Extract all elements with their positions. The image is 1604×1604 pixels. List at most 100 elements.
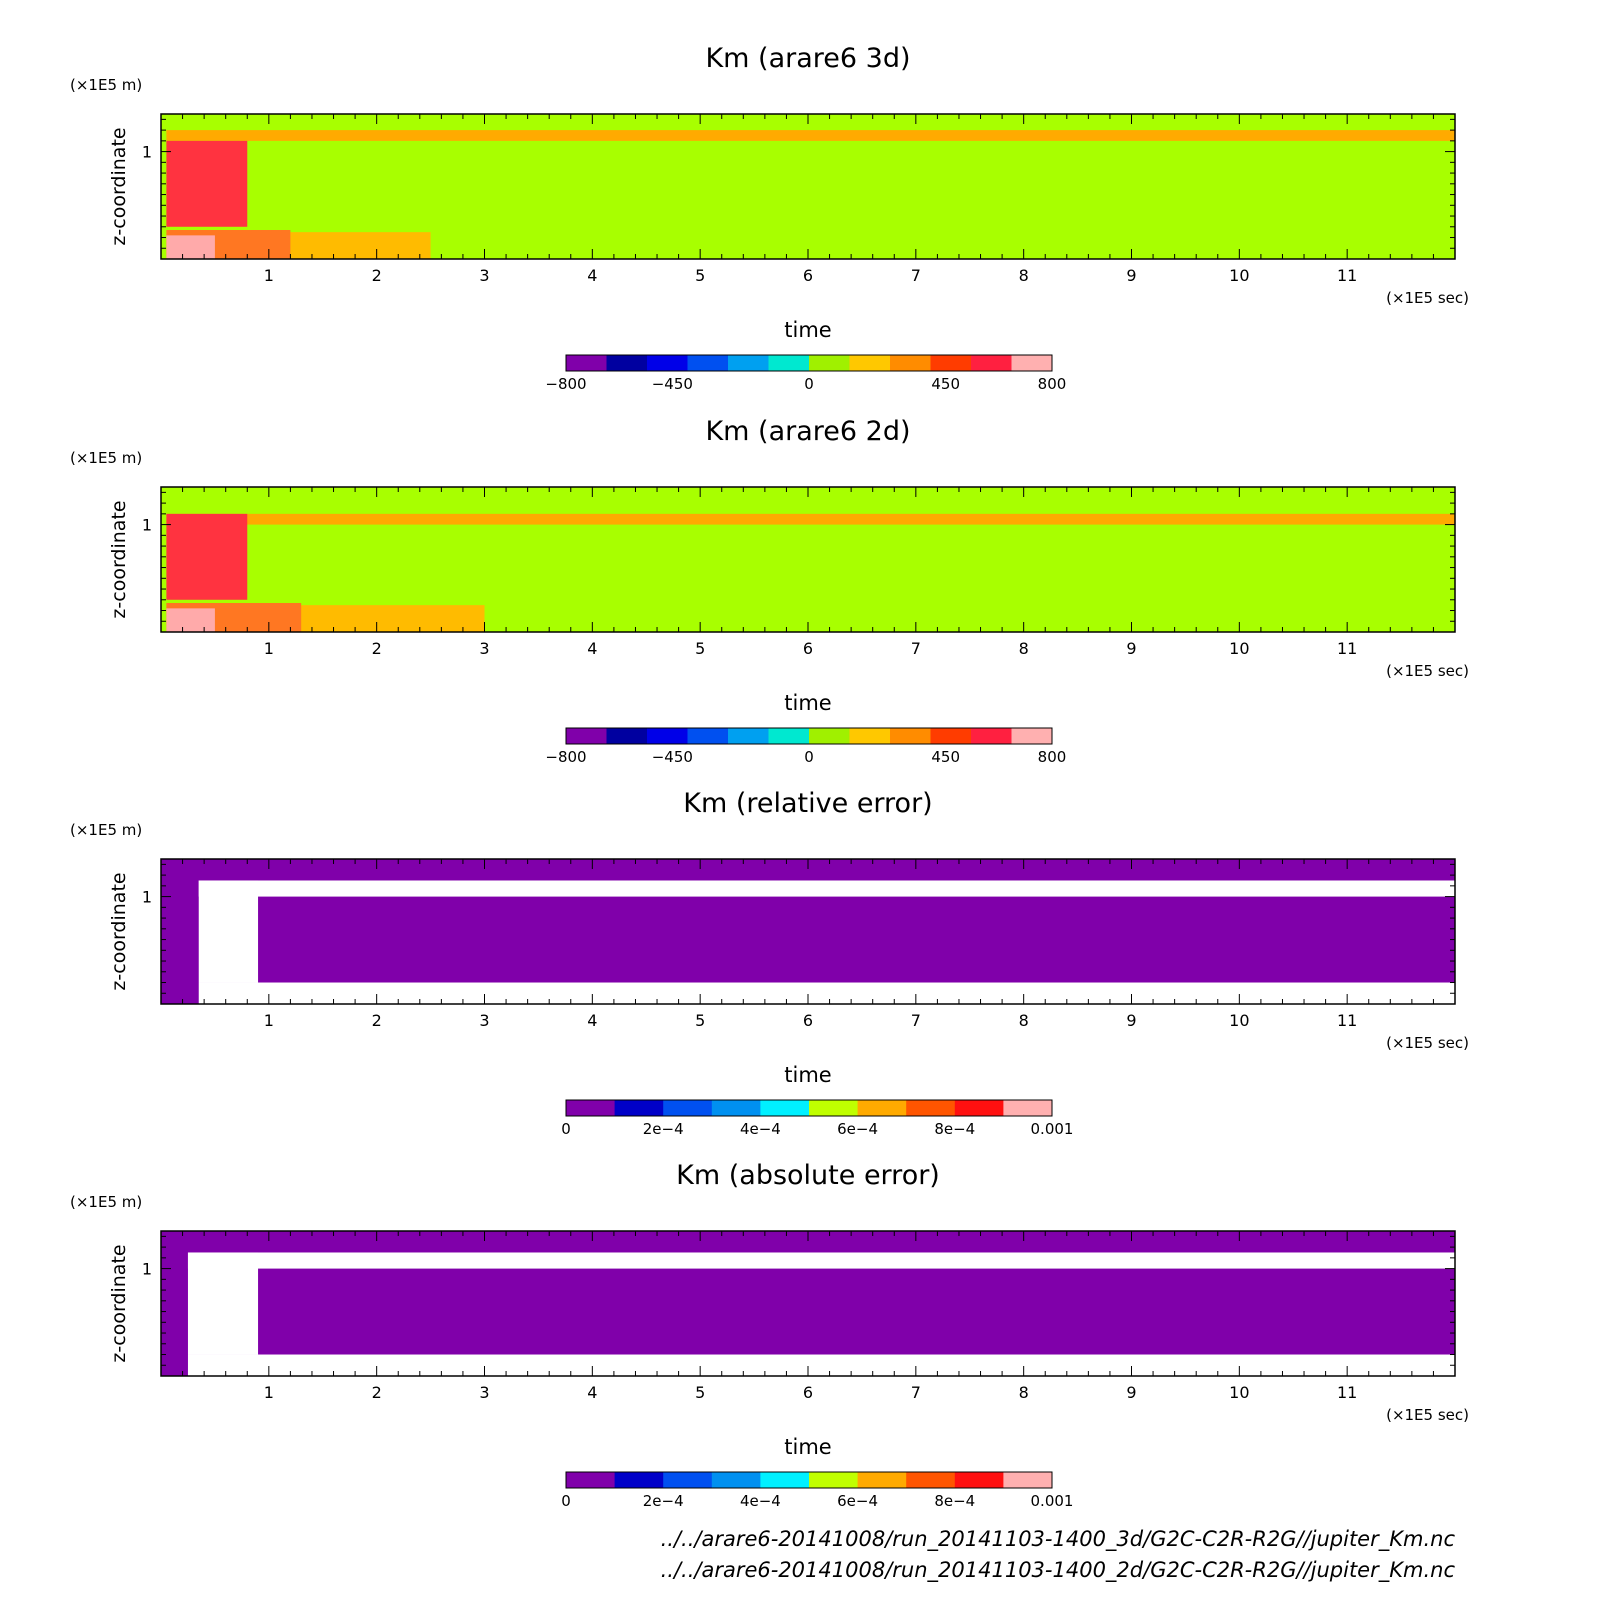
- colorbar-swatch: [647, 728, 688, 744]
- x-tick-label: 6: [803, 1011, 813, 1030]
- colorbar-swatch: [663, 1100, 713, 1116]
- x-tick-label: 8: [1019, 1383, 1029, 1402]
- colorbar-tick-label: 0.001: [1031, 1492, 1074, 1510]
- x-tick-label: 9: [1126, 1011, 1136, 1030]
- colorbar-swatch: [606, 355, 648, 371]
- chart-panel-3: Km (relative error) (×1E5 m) z-coordinate 1…: [70, 788, 1469, 1138]
- x-tick-label: 4: [587, 639, 597, 658]
- colorbar-swatch: [1003, 1100, 1053, 1116]
- colorbar-swatch: [930, 728, 972, 744]
- colorbar-tick-label: 800: [1038, 375, 1067, 393]
- y-unit-label: (×1E5 m): [70, 1193, 142, 1211]
- x-tick-label: 10: [1229, 266, 1249, 285]
- colorbar-tick-label: 6e−4: [837, 1492, 878, 1510]
- x-tick-label: 6: [803, 266, 813, 285]
- colorbar-tick-label: 0.001: [1031, 1120, 1074, 1138]
- heatmap-region: [198, 982, 1455, 1004]
- colorbar-swatch: [849, 355, 891, 371]
- x-tick-label: 2: [372, 266, 382, 285]
- colorbar-swatch: [768, 728, 810, 744]
- colorbar-swatch: [663, 1472, 713, 1488]
- footer-path-line: ../../arare6-20141008/run_20141103-1400_…: [661, 1558, 1456, 1583]
- colorbar-swatch: [809, 1100, 859, 1116]
- colorbar-tick-label: 0: [804, 375, 814, 393]
- colorbar-swatch: [971, 728, 1012, 744]
- x-tick-label: 4: [587, 1383, 597, 1402]
- x-tick-label: 3: [479, 1383, 489, 1402]
- colorbar-swatch: [687, 728, 729, 744]
- x-tick-label: 2: [372, 1383, 382, 1402]
- x-tick-label: 4: [587, 266, 597, 285]
- y-tick-label: 1: [142, 516, 152, 535]
- colorbar-frame: [565, 354, 1053, 372]
- colorbar-tick-label: 800: [1038, 748, 1067, 766]
- x-tick-label: 6: [803, 639, 813, 658]
- x-axis-label: time: [784, 1063, 831, 1087]
- heatmap-region: [187, 1252, 1455, 1269]
- heatmap-region: [187, 1354, 1455, 1376]
- colorbar-tick-label: 0: [561, 1492, 571, 1510]
- colorbar-frame: [565, 1099, 1053, 1117]
- heatmap-field: [161, 114, 1455, 259]
- colorbar-tick-label: −800: [545, 748, 586, 766]
- y-unit-label: (×1E5 m): [70, 821, 142, 839]
- x-tick-label: 5: [695, 639, 705, 658]
- x-tick-label: 7: [911, 639, 921, 658]
- colorbar-swatch: [566, 728, 607, 744]
- heatmap-field: [161, 1231, 1455, 1376]
- x-tick-label: 6: [803, 1383, 813, 1402]
- colorbar-swatch: [809, 1472, 859, 1488]
- x-tick-label: 5: [695, 1383, 705, 1402]
- colorbar-tick-label: 8e−4: [934, 1120, 975, 1138]
- colorbar-swatch: [930, 355, 972, 371]
- x-tick-label: 4: [587, 1011, 597, 1030]
- colorbar-swatch: [647, 355, 688, 371]
- x-tick-label: 5: [695, 266, 705, 285]
- x-tick-label: 2: [372, 1011, 382, 1030]
- x-tick-label: 3: [479, 266, 489, 285]
- colorbar-tick-label: 4e−4: [740, 1120, 781, 1138]
- colorbar-swatch: [614, 1100, 664, 1116]
- heatmap-region: [166, 513, 248, 600]
- chart-panel-1: Km (arare6 3d) (×1E5 m) z-coordinate 1 2 3 4 5 6…: [70, 43, 1469, 393]
- heatmap-region: [166, 140, 248, 227]
- y-tick-label: 1: [142, 1260, 152, 1279]
- colorbar-tick-label: −450: [652, 748, 693, 766]
- x-tick-label: 7: [911, 1383, 921, 1402]
- colorbar-swatch: [687, 355, 729, 371]
- colorbar: −800 −450 0 450 800: [545, 354, 1067, 393]
- colorbar: 0 2e−4 4e−4 6e−4 8e−4 0.001: [561, 1099, 1074, 1138]
- x-unit-label: (×1E5 sec): [1386, 1406, 1469, 1424]
- x-tick-label: 1: [264, 1011, 274, 1030]
- heatmap-region: [166, 513, 1455, 525]
- heatmap-region: [198, 880, 259, 983]
- colorbar-swatch: [566, 355, 607, 371]
- colorbar-swatch: [711, 1100, 761, 1116]
- x-tick-label: 5: [695, 1011, 705, 1030]
- heatmap-region: [166, 235, 215, 259]
- x-tick-label: 3: [479, 639, 489, 658]
- x-tick-label: 9: [1126, 639, 1136, 658]
- colorbar-swatch: [760, 1100, 810, 1116]
- heatmap-region: [198, 880, 1455, 897]
- colorbar-swatch: [890, 728, 931, 744]
- colorbar-swatch: [849, 728, 891, 744]
- y-unit-label: (×1E5 m): [70, 449, 142, 467]
- y-axis-label: z-coordinate: [108, 872, 130, 990]
- x-unit-label: (×1E5 sec): [1386, 1034, 1469, 1052]
- chart-title: Km (arare6 3d): [705, 43, 910, 74]
- colorbar-swatch: [890, 355, 931, 371]
- chart-panel-2: Km (arare6 2d) (×1E5 m) z-coordinate 1 2 3 4 5 6…: [70, 416, 1469, 766]
- x-axis-label: time: [784, 318, 831, 342]
- x-tick-label: 1: [264, 639, 274, 658]
- y-axis-label: z-coordinate: [108, 1244, 130, 1362]
- colorbar-tick-label: −450: [652, 375, 693, 393]
- heatmap-region: [187, 1252, 259, 1355]
- x-tick-label: 3: [479, 1011, 489, 1030]
- colorbar-tick-label: 6e−4: [837, 1120, 878, 1138]
- chart-title: Km (arare6 2d): [705, 416, 910, 447]
- colorbar-swatch: [1003, 1472, 1053, 1488]
- heatmap-field: [161, 859, 1455, 1004]
- colorbar-tick-label: 2e−4: [643, 1492, 684, 1510]
